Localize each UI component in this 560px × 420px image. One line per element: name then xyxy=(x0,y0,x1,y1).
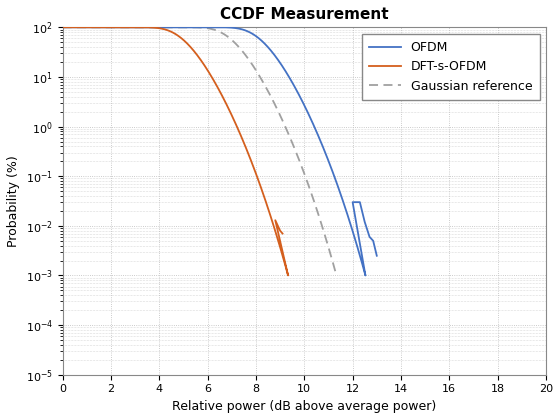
OFDM xyxy=(374,253,380,258)
DFT-s-OFDM xyxy=(263,200,269,205)
Gaussian reference xyxy=(96,25,102,30)
DFT-s-OFDM xyxy=(243,147,250,152)
OFDM xyxy=(217,25,224,30)
Gaussian reference xyxy=(281,122,288,127)
Gaussian reference xyxy=(59,25,66,30)
DFT-s-OFDM xyxy=(240,139,246,144)
OFDM xyxy=(362,273,369,278)
Legend: OFDM, DFT-s-OFDM, Gaussian reference: OFDM, DFT-s-OFDM, Gaussian reference xyxy=(362,34,540,100)
OFDM xyxy=(227,25,234,30)
DFT-s-OFDM xyxy=(279,252,286,257)
Gaussian reference xyxy=(170,25,177,30)
Line: Gaussian reference: Gaussian reference xyxy=(63,27,337,276)
DFT-s-OFDM xyxy=(279,231,286,236)
DFT-s-OFDM xyxy=(59,25,66,30)
Title: CCDF Measurement: CCDF Measurement xyxy=(220,7,389,22)
DFT-s-OFDM xyxy=(284,273,291,278)
Line: OFDM: OFDM xyxy=(63,27,377,276)
OFDM xyxy=(228,25,235,30)
X-axis label: Relative power (dB above average power): Relative power (dB above average power) xyxy=(172,400,436,413)
Gaussian reference xyxy=(85,25,91,30)
OFDM xyxy=(68,25,74,30)
DFT-s-OFDM xyxy=(262,198,269,203)
Gaussian reference xyxy=(309,193,315,198)
Gaussian reference xyxy=(333,273,340,278)
Line: DFT-s-OFDM: DFT-s-OFDM xyxy=(63,27,288,276)
DFT-s-OFDM xyxy=(210,77,217,82)
OFDM xyxy=(59,25,66,30)
Y-axis label: Probability (%): Probability (%) xyxy=(7,155,20,247)
OFDM xyxy=(90,25,96,30)
Gaussian reference xyxy=(60,25,67,30)
OFDM xyxy=(347,220,353,226)
